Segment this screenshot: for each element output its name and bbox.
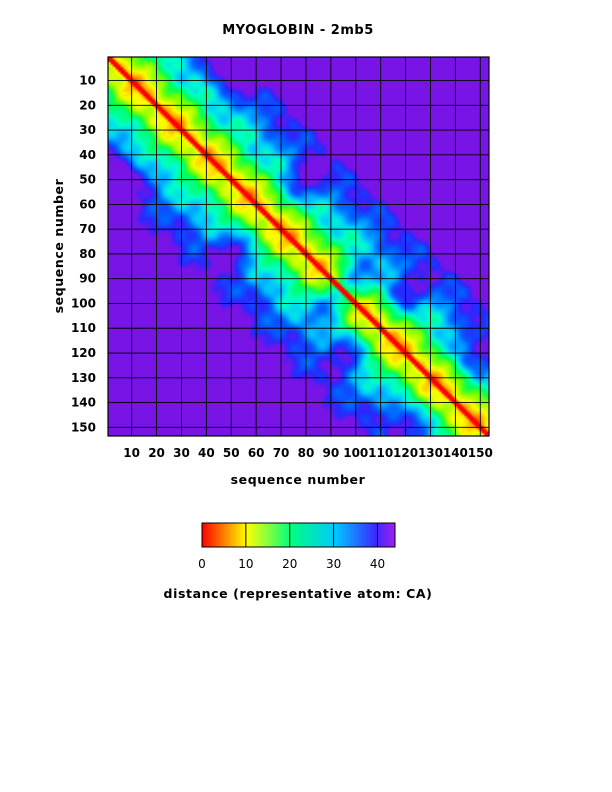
y-tick-label: 100	[71, 296, 96, 310]
colorbar-label: distance (representative atom: CA)	[164, 586, 433, 601]
y-tick-label: 130	[71, 371, 96, 385]
x-tick-label: 110	[368, 446, 393, 460]
x-tick-label: 40	[198, 446, 215, 460]
x-tick-label: 80	[298, 446, 315, 460]
y-tick-label: 20	[79, 98, 96, 112]
x-tick-label: 140	[443, 446, 468, 460]
x-tick-label: 120	[393, 446, 418, 460]
x-tick-label: 20	[148, 446, 165, 460]
grid-lines	[108, 57, 489, 436]
colorbar-tick-label: 20	[282, 557, 297, 571]
colorbar-tick-label: 40	[370, 557, 385, 571]
y-tick-label: 10	[79, 74, 96, 88]
colorbar: 0 10 20 30 40 distance (representative atom:…	[164, 522, 433, 601]
y-tick-label: 30	[79, 123, 96, 137]
colorbar-gradient	[201, 522, 396, 548]
y-tick-label: 40	[79, 148, 96, 162]
y-tick-label: 120	[71, 346, 96, 360]
x-tick-label: 60	[248, 446, 265, 460]
x-axis-label: sequence number	[231, 472, 366, 487]
y-tick-label: 140	[71, 396, 96, 410]
heatmap-image	[108, 57, 489, 436]
x-tick-label: 70	[273, 446, 290, 460]
colorbar-ticks: 0 10 20 30 40	[198, 523, 385, 571]
y-tick-label: 90	[79, 272, 96, 286]
plot-frame	[107, 56, 490, 437]
x-tick-label: 150	[468, 446, 493, 460]
x-tick-label: 130	[418, 446, 443, 460]
heatmap-area	[107, 56, 490, 437]
y-tick-label: 80	[79, 247, 96, 261]
y-tick-label: 70	[79, 222, 96, 236]
y-tick-label: 50	[79, 173, 96, 187]
x-tick-label: 100	[343, 446, 368, 460]
x-tick-label: 50	[223, 446, 240, 460]
colorbar-tick-label: 10	[238, 557, 253, 571]
y-tick-label: 110	[71, 321, 96, 335]
x-tick-label: 10	[123, 446, 140, 460]
y-tick-labels: 10 20 30 40 50 60 70 80 90 100 110 120 130 140 150	[71, 74, 96, 435]
y-tick-label: 150	[71, 420, 96, 434]
y-axis-label: sequence number	[51, 178, 66, 313]
colorbar-tick-label: 0	[198, 557, 206, 571]
colorbar-tick-label: 30	[326, 557, 341, 571]
x-tick-label: 30	[173, 446, 190, 460]
y-tick-label: 60	[79, 197, 96, 211]
x-tick-labels: 10 20 30 40 50 60 70 80 90 100 110 120 130 140 150	[123, 446, 493, 460]
x-tick-label: 90	[323, 446, 340, 460]
chart-title: MYOGLOBIN - 2mb5	[222, 23, 374, 38]
